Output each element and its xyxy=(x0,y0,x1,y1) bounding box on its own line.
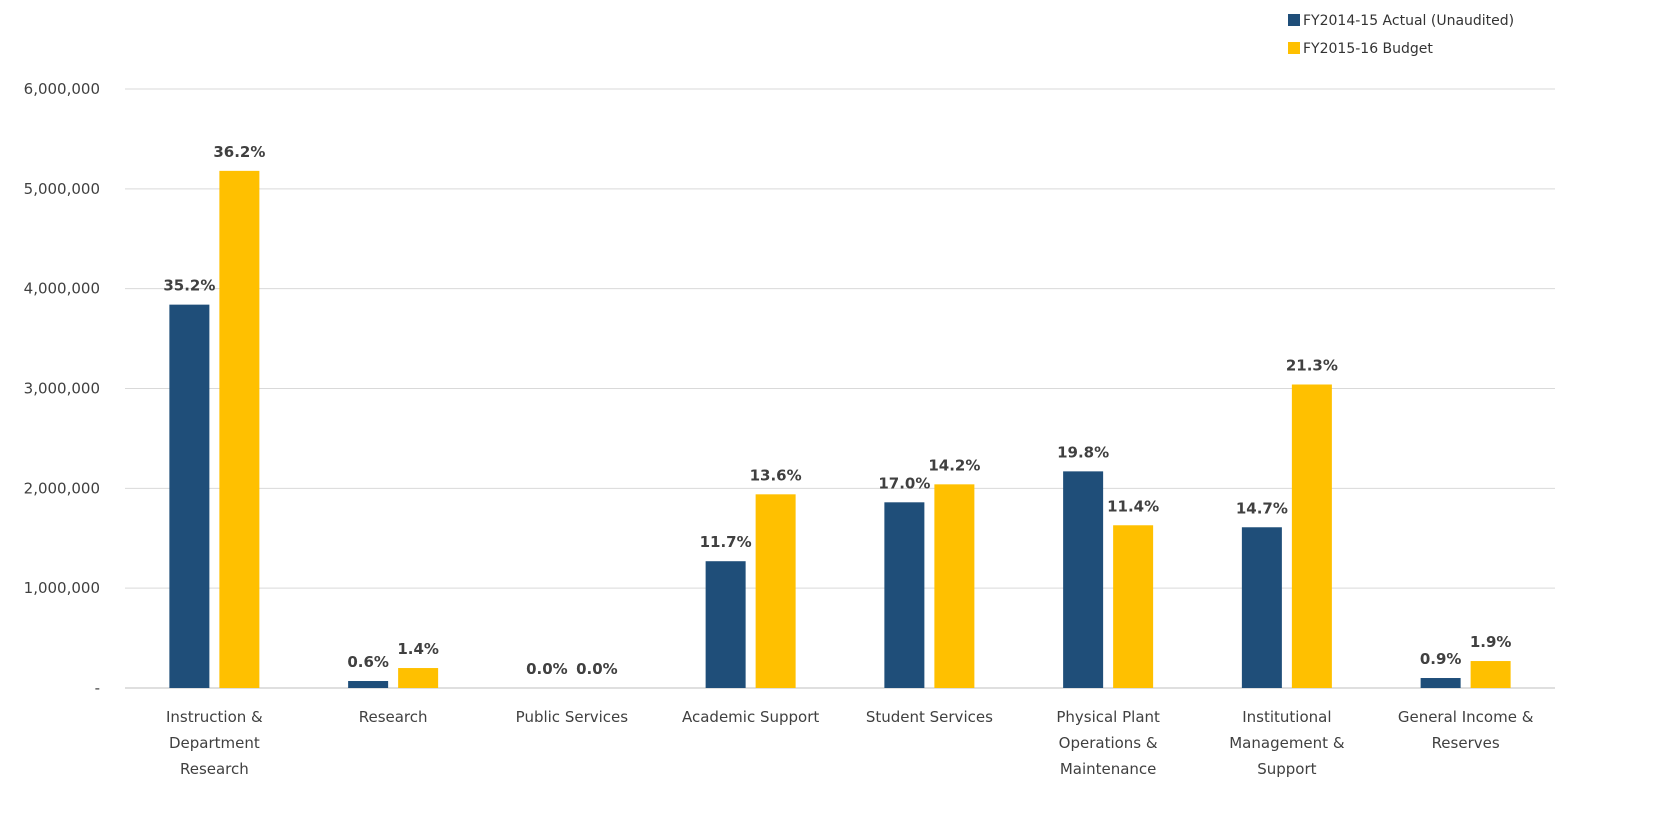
x-tick-label: Department xyxy=(169,734,260,752)
data-label: 35.2% xyxy=(163,277,215,295)
x-tick-label: Research xyxy=(359,708,428,726)
bar-actual xyxy=(884,502,925,688)
data-label: 0.6% xyxy=(347,653,389,671)
data-label: 13.6% xyxy=(750,466,802,484)
bar-budget xyxy=(219,170,260,688)
data-label: 21.3% xyxy=(1286,357,1338,375)
legend-swatch xyxy=(1288,42,1300,54)
y-tick-label: 3,000,000 xyxy=(24,380,100,398)
bar-budget xyxy=(398,668,439,688)
x-tick-label: Reserves xyxy=(1432,734,1500,752)
legend: FY2014-15 Actual (Unaudited) FY2015-16 Bu… xyxy=(1288,13,1514,57)
y-tick-label: 5,000,000 xyxy=(24,180,100,198)
bar-actual xyxy=(1241,527,1282,688)
bar-budget xyxy=(1113,525,1154,688)
x-tick-label: Institutional xyxy=(1242,708,1331,726)
x-tick-label: Management & xyxy=(1229,734,1345,752)
x-tick-label: Research xyxy=(180,760,249,778)
data-label: 14.2% xyxy=(928,456,980,474)
bar-actual xyxy=(169,304,210,688)
bar-actual xyxy=(1063,471,1104,688)
data-label: 17.0% xyxy=(878,474,930,492)
bar-actual xyxy=(348,681,389,688)
y-tick-label: - xyxy=(95,679,100,697)
bars xyxy=(169,170,1511,688)
data-label: 19.8% xyxy=(1057,443,1109,461)
x-tick-label: Academic Support xyxy=(682,708,819,726)
bar-budget xyxy=(755,494,796,688)
bar-budget xyxy=(934,484,975,688)
x-tick-label: Maintenance xyxy=(1060,760,1157,778)
x-tick-label: Physical Plant xyxy=(1056,708,1160,726)
bar-budget xyxy=(1470,661,1511,688)
bar-actual xyxy=(705,561,746,688)
data-label: 36.2% xyxy=(213,143,265,161)
bar-budget xyxy=(1291,384,1332,688)
data-labels: 35.2% 36.2% 0.6% 1.4% 0.0% 0.0% 11.7% 13.6% 17.0… xyxy=(163,143,1511,678)
data-label: 11.4% xyxy=(1107,497,1159,515)
x-tick-label: Instruction & xyxy=(166,708,263,726)
y-tick-label: 2,000,000 xyxy=(24,479,100,497)
x-tick-label: Student Services xyxy=(866,708,993,726)
data-label: 0.9% xyxy=(1420,650,1462,668)
x-tick-label: Public Services xyxy=(516,708,629,726)
data-label: 1.9% xyxy=(1470,633,1512,651)
x-tick-label: Support xyxy=(1257,760,1316,778)
legend-label: FY2015-16 Budget xyxy=(1303,41,1433,57)
data-label: 1.4% xyxy=(397,640,439,658)
x-tick-label: General Income & xyxy=(1398,708,1534,726)
y-tick-label: 6,000,000 xyxy=(24,80,100,98)
x-tick-label: Operations & xyxy=(1059,734,1158,752)
y-axis-ticks: - 1,000,000 2,000,000 3,000,000 4,000,000 5,0… xyxy=(24,80,100,697)
legend-swatch xyxy=(1288,14,1300,26)
data-label: 0.0% xyxy=(576,660,618,678)
y-tick-label: 1,000,000 xyxy=(24,579,100,597)
x-axis-ticks: Instruction & Department Research Research P… xyxy=(166,708,1534,778)
bar-actual xyxy=(1420,678,1461,688)
y-tick-label: 4,000,000 xyxy=(24,280,100,298)
legend-label: FY2014-15 Actual (Unaudited) xyxy=(1303,13,1514,29)
data-label: 11.7% xyxy=(700,533,752,551)
data-label: 14.7% xyxy=(1236,499,1288,517)
data-label: 0.0% xyxy=(526,660,568,678)
gridlines xyxy=(125,88,1555,689)
